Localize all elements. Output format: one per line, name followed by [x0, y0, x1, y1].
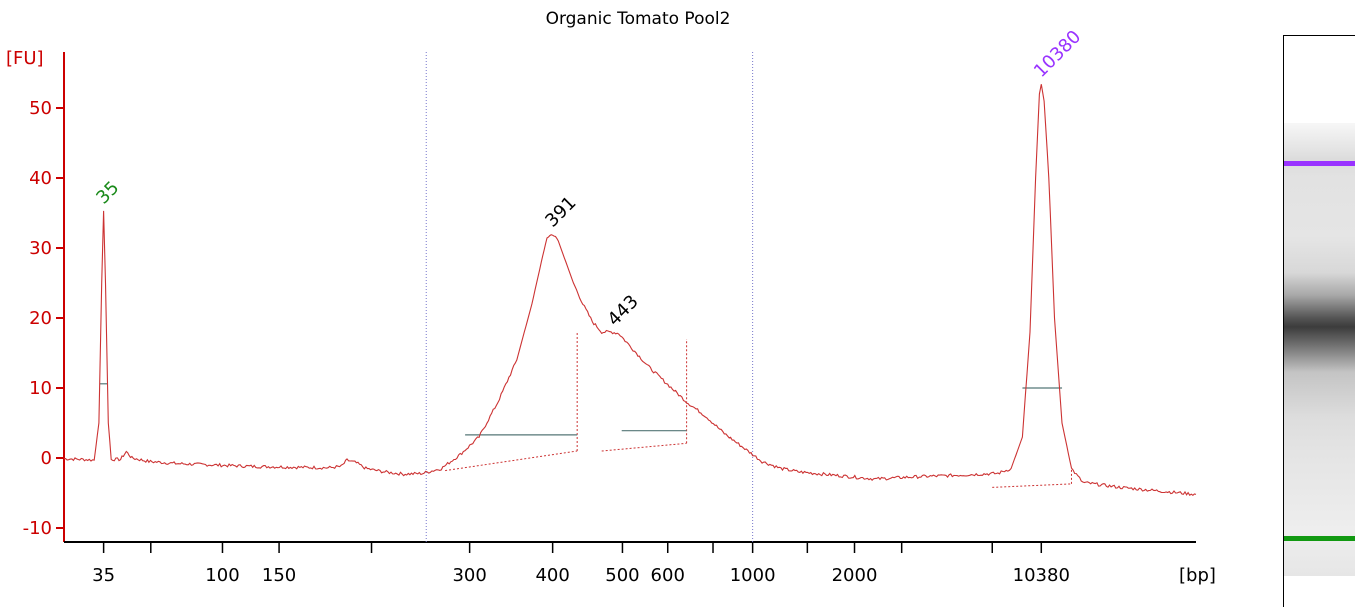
gel-upper-marker-band: [1284, 161, 1355, 166]
y-tick-label: -10: [23, 518, 52, 539]
x-tick-label: 1000: [730, 565, 776, 586]
x-tick-label: 500: [605, 565, 639, 586]
x-tick-label: 600: [651, 565, 685, 586]
integration-baseline: [992, 483, 1072, 488]
integration-baseline: [601, 442, 687, 452]
x-tick-label: 400: [535, 565, 569, 586]
peak-label: 391: [541, 192, 580, 231]
y-tick-label: 20: [29, 308, 52, 329]
trace-line: [63, 84, 1197, 496]
x-axis-label: [bp]: [1179, 565, 1216, 586]
y-axis-label: [FU]: [6, 48, 44, 69]
gel-image-lane: [1283, 35, 1355, 607]
x-tick-label: 150: [262, 565, 296, 586]
x-tick-label: 100: [205, 565, 239, 586]
integration-baseline: [445, 450, 578, 472]
x-tick-label: 10380: [1013, 565, 1070, 586]
y-tick-label: 30: [29, 238, 52, 259]
x-tick-label: 35: [92, 565, 115, 586]
peak-label: 35: [92, 177, 123, 208]
gel-lower-marker-band: [1284, 536, 1355, 541]
chart-title: Organic Tomato Pool2: [546, 9, 731, 29]
electropherogram-chart: Organic Tomato Pool2 [FU] [bp] -10 0 10 20 3…: [6, 9, 1216, 586]
x-tick-label: 300: [452, 565, 486, 586]
peak-label: 443: [604, 291, 643, 330]
y-tick-label: 40: [29, 168, 52, 189]
x-tick-label: 2000: [832, 565, 878, 586]
y-tick-label: 0: [41, 448, 52, 469]
peak-label: 10380: [1030, 26, 1085, 81]
y-tick-label: 50: [29, 98, 52, 119]
y-tick-label: 10: [29, 378, 52, 399]
gel-lane-background: [1284, 123, 1355, 576]
